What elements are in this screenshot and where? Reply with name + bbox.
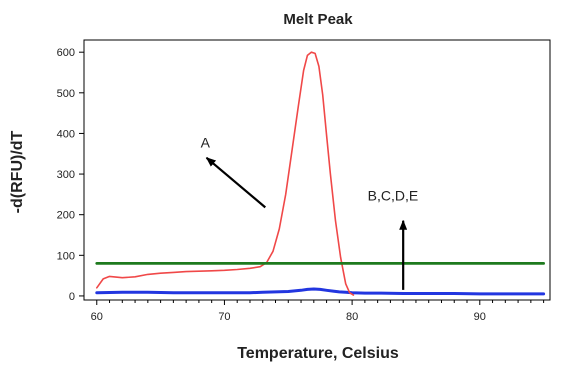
y-tick-label: 200 xyxy=(57,210,75,222)
arrows-group xyxy=(205,156,408,290)
y-axis-label: -d(RFU)/dT xyxy=(9,130,26,213)
x-axis-label: Temperature, Celsius xyxy=(237,345,399,362)
x-tick-label: 90 xyxy=(474,311,486,323)
annotations-group: A B,C,D,E xyxy=(201,135,419,204)
plot-area xyxy=(83,39,551,301)
x-tick-label: 70 xyxy=(218,311,230,323)
y-axis: 0 100 200 300 400 500 600 xyxy=(57,47,84,303)
chart-title: Melt Peak xyxy=(283,11,353,28)
series-group xyxy=(95,51,546,296)
y-tick-label: 600 xyxy=(57,47,75,59)
y-tick-label: 500 xyxy=(57,88,75,100)
arrow-to-a xyxy=(205,156,267,209)
annotation-a: A xyxy=(201,135,211,151)
melt-curve-bcde xyxy=(95,287,546,296)
x-axis: 60 70 80 90 xyxy=(91,300,545,323)
annotation-bcde: B,C,D,E xyxy=(368,187,419,203)
y-tick-label: 400 xyxy=(57,128,75,140)
y-tick-label: 100 xyxy=(57,250,75,262)
y-tick-label: 300 xyxy=(57,169,75,181)
melt-curve-a xyxy=(96,51,355,296)
y-tick-label: 0 xyxy=(69,291,75,303)
x-tick-label: 60 xyxy=(91,311,103,323)
x-tick-label: 80 xyxy=(346,311,358,323)
